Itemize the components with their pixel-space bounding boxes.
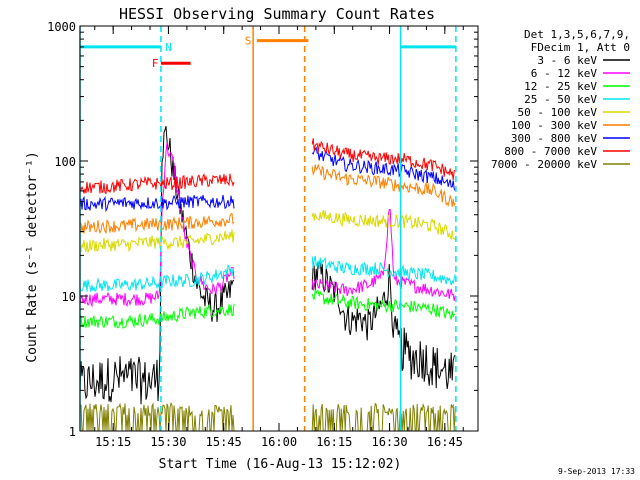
legend-header-line: Det 1,3,5,6,7,9, bbox=[524, 28, 630, 41]
series-line-300-800-kev-seg1 bbox=[311, 146, 456, 191]
series-line-12-25-kev-seg1 bbox=[311, 289, 456, 320]
x-tick-label: 16:15 bbox=[316, 435, 352, 449]
legend-label: 12 - 25 keV bbox=[524, 80, 597, 93]
series-line-6-12-kev-seg1 bbox=[311, 209, 456, 301]
legend-label: 800 - 7000 keV bbox=[504, 145, 597, 158]
series-line-12-25-kev-seg0 bbox=[79, 303, 235, 329]
y-tick-label: 1000 bbox=[47, 20, 76, 34]
y-tick-label: 10 bbox=[62, 290, 76, 304]
series-line-7000-20000-kev-seg0 bbox=[79, 401, 235, 432]
legend-label: 100 - 300 keV bbox=[511, 119, 597, 132]
series-line-3-6-kev-seg0 bbox=[79, 125, 235, 405]
axes: 15:15 15:30 15:45 16:00 16:15 16:30 16:45 1 10 10… bbox=[47, 20, 479, 449]
legend-label: 3 - 6 keV bbox=[537, 54, 597, 67]
series-line-50-100-kev-seg0 bbox=[79, 229, 235, 254]
x-tick-label: 15:45 bbox=[206, 435, 242, 449]
flag-label-2: S bbox=[245, 35, 252, 48]
series-lines bbox=[79, 125, 456, 432]
chart-title: HESSI Observing Summary Count Rates bbox=[119, 5, 435, 23]
legend-label: 25 - 50 keV bbox=[524, 93, 597, 106]
x-axis-label: Start Time (16-Aug-13 15:12:02) bbox=[159, 457, 402, 472]
series-line-50-100-kev-seg1 bbox=[311, 210, 456, 241]
series-line-25-50-kev-seg0 bbox=[79, 264, 235, 293]
legend: Det 1,3,5,6,7,9,FDecim 1, Att 03 - 6 keV… bbox=[491, 28, 630, 171]
series-line-300-800-kev-seg0 bbox=[79, 194, 235, 213]
legend-header-line: FDecim 1, Att 0 bbox=[531, 41, 630, 54]
legend-label: 300 - 800 keV bbox=[511, 132, 597, 145]
x-tick-label: 16:45 bbox=[427, 435, 463, 449]
series-line-25-50-kev-seg1 bbox=[311, 255, 456, 286]
x-tick-label: 16:00 bbox=[261, 435, 297, 449]
legend-label: 50 - 100 keV bbox=[518, 106, 598, 119]
series-line-100-300-kev-seg0 bbox=[79, 212, 235, 235]
legend-label: 7000 - 20000 keV bbox=[491, 158, 597, 171]
legend-label: 6 - 12 keV bbox=[531, 67, 598, 80]
y-tick-label: 100 bbox=[54, 155, 76, 169]
flag-label-0: N bbox=[165, 41, 172, 54]
timestamp: 9-Sep-2013 17:33 bbox=[558, 467, 635, 476]
series-line-6-12-kev-seg0 bbox=[79, 142, 235, 308]
x-tick-label: 15:15 bbox=[95, 435, 131, 449]
series-line-800-7000-kev-seg1 bbox=[311, 138, 456, 180]
y-tick-label: 1 bbox=[69, 425, 76, 439]
flag-label-1: F bbox=[152, 57, 159, 70]
x-tick-label: 16:30 bbox=[371, 435, 407, 449]
x-tick-label: 15:30 bbox=[150, 435, 186, 449]
series-line-800-7000-kev-seg0 bbox=[79, 173, 235, 195]
series-line-100-300-kev-seg1 bbox=[311, 163, 456, 207]
y-axis-label: Count Rate (s⁻¹ detector⁻¹) bbox=[25, 151, 40, 362]
